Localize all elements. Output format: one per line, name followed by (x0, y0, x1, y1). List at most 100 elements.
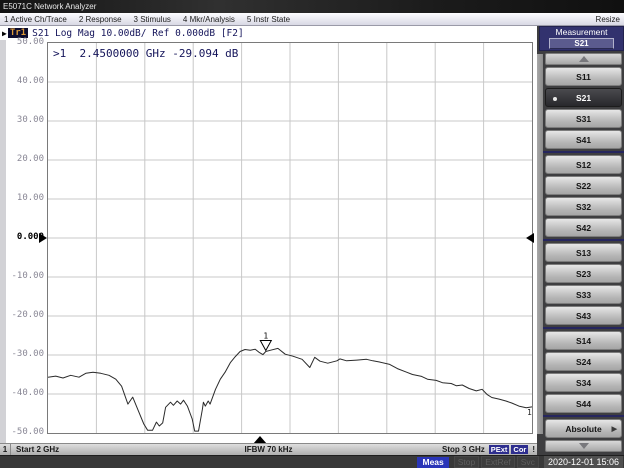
status-inactive-labels: Stop ExtRef Svc (452, 456, 539, 468)
chevron-right-icon: ▶ (611, 425, 617, 433)
softkey-s14[interactable]: S14 (545, 331, 622, 350)
softkey-s21[interactable]: S21 (545, 88, 622, 107)
softkey-label: S22 (575, 180, 592, 191)
softkey-label: S34 (575, 377, 592, 388)
softkey-menu-title: Measurement (555, 27, 608, 37)
status-meas-badge: Meas (417, 456, 449, 468)
y-axis-label: 50.00 (16, 37, 44, 47)
status-stop-label: Stop (453, 456, 480, 468)
menu-item-5[interactable]: 5 Instr State (246, 14, 291, 24)
softkey-scroll-strip[interactable] (537, 54, 543, 434)
y-axis-label: 10.00 (16, 193, 44, 203)
softkey-label: Absolute (565, 423, 602, 434)
start-frequency-label: Start 2 GHz (16, 445, 60, 454)
y-axis-label: 0.000 (16, 232, 44, 242)
stop-frequency-label: Stop 3 GHz (442, 445, 485, 454)
softkey-label: S14 (575, 335, 592, 346)
softkey-label: S42 (575, 222, 592, 233)
softkey-label: S24 (575, 356, 592, 367)
softkey-s31[interactable]: S31 (545, 109, 622, 128)
softkey-menu-header: Measurement S21 (539, 26, 624, 51)
selected-bullet-icon (553, 97, 557, 101)
menu-bar: 1 Active Ch/Trace 2 Response 3 Stimulus 4 M… (0, 13, 624, 26)
marker-stimulus-triangle-icon[interactable] (253, 436, 267, 444)
menu-item-2[interactable]: 2 Response (78, 14, 122, 24)
status-extref-label: ExtRef (481, 456, 515, 468)
y-axis-label: 40.00 (16, 76, 44, 86)
softkey-s22[interactable]: S22 (545, 176, 622, 195)
softkey-s33[interactable]: S33 (545, 285, 622, 304)
softkey-label: S32 (575, 201, 592, 212)
softkey-scroll-down-button[interactable] (545, 440, 622, 452)
resize-button[interactable]: Resize (595, 14, 620, 24)
instrument-status-bar: Meas Stop ExtRef Svc 2020-12-01 15:06 (0, 455, 624, 468)
menu-item-3[interactable]: 3 Stimulus (133, 14, 171, 24)
trace-s21-line (48, 347, 532, 432)
softkey-list: S11 S21 S31 S41 S12 S22 S32 S42 S13 S23 S33 S43 S14 S… (543, 53, 624, 454)
active-trace-arrow-icon: ▶ (2, 28, 7, 38)
softkey-label: S41 (575, 134, 592, 145)
status-badge-cor: Cor (511, 444, 529, 454)
softkey-label: S13 (575, 247, 592, 258)
softkey-sidebar: Measurement S21 S11 S21 S31 S41 S12 S22 S32 S42… (537, 26, 624, 455)
softkey-label: S44 (575, 398, 592, 409)
softkey-s34[interactable]: S34 (545, 373, 622, 392)
ifbw-label: IFBW 70 kHz (244, 445, 293, 454)
channel-window: ▶ Tr1 S21 Log Mag 10.00dB/ Ref 0.000dB [… (0, 26, 537, 444)
softkey-absolute[interactable]: Absolute ▶ (545, 419, 622, 438)
softkey-label: S43 (575, 310, 592, 321)
menu-items: 1 Active Ch/Trace 2 Response 3 Stimulus 4 M… (0, 15, 290, 24)
y-axis-label: -10.00 (11, 271, 44, 281)
y-axis-label: -40.00 (11, 388, 44, 398)
softkey-separator (543, 327, 624, 329)
softkey-s32[interactable]: S32 (545, 197, 622, 216)
window-title-bar: E5071C Network Analyzer (0, 0, 624, 13)
chevron-up-icon (578, 56, 589, 62)
channel-number: 1 (0, 444, 11, 455)
marker-1-triangle-icon (259, 339, 273, 352)
softkey-label: S31 (575, 113, 592, 124)
softkey-s12[interactable]: S12 (545, 155, 622, 174)
softkey-s42[interactable]: S42 (545, 218, 622, 237)
menu-item-4[interactable]: 4 Mkr/Analysis (182, 14, 235, 24)
softkey-s11[interactable]: S11 (545, 67, 622, 86)
marker-1-number: 1 (263, 331, 268, 340)
ref-level-marker-left-icon (39, 233, 47, 243)
softkey-s24[interactable]: S24 (545, 352, 622, 371)
status-svc-label: Svc (516, 456, 539, 468)
channel-badges: PExt Cor (487, 444, 529, 455)
softkey-s23[interactable]: S23 (545, 264, 622, 283)
status-datetime: 2020-12-01 15:06 (543, 456, 623, 468)
softkey-separator (543, 239, 624, 241)
softkey-label: S12 (575, 159, 592, 170)
trace-status-line[interactable]: ▶ Tr1 S21 Log Mag 10.00dB/ Ref 0.000dB [… (2, 27, 244, 39)
y-axis-label: -20.00 (11, 310, 44, 320)
ref-level-marker-right-icon (526, 233, 534, 243)
softkey-s13[interactable]: S13 (545, 243, 622, 262)
softkey-scroll-up-button[interactable] (545, 53, 622, 65)
softkey-separator (543, 151, 624, 153)
trace-summary-text: S21 Log Mag 10.00dB/ Ref 0.000dB [F2] (32, 27, 244, 39)
softkey-label: S23 (575, 268, 592, 279)
trace-number-badge: Tr1 (7, 28, 29, 38)
softkey-s43[interactable]: S43 (545, 306, 622, 325)
window-title: E5071C Network Analyzer (3, 2, 97, 11)
softkey-separator (543, 415, 624, 417)
trace-end-number: 1 (527, 408, 532, 417)
y-axis-label: -30.00 (11, 349, 44, 359)
trace-plot-svg: 11 (48, 43, 532, 433)
alert-indicator: ! (532, 445, 535, 454)
softkey-label: S21 (575, 92, 592, 103)
y-axis-label: -50.00 (11, 427, 44, 437)
y-axis-label: 30.00 (16, 115, 44, 125)
softkey-s41[interactable]: S41 (545, 130, 622, 149)
channel-bar-right: Stop 3 GHz PExt Cor ! (442, 444, 537, 455)
softkey-label: S11 (576, 71, 591, 82)
softkey-label: S33 (575, 289, 592, 300)
channel-status-bar: 1 Start 2 GHz IFBW 70 kHz Stop 3 GHz PEx… (0, 443, 537, 455)
menu-item-1[interactable]: 1 Active Ch/Trace (4, 14, 67, 24)
chevron-down-icon (578, 443, 589, 449)
left-margin-strip (0, 40, 6, 443)
softkey-s44[interactable]: S44 (545, 394, 622, 413)
